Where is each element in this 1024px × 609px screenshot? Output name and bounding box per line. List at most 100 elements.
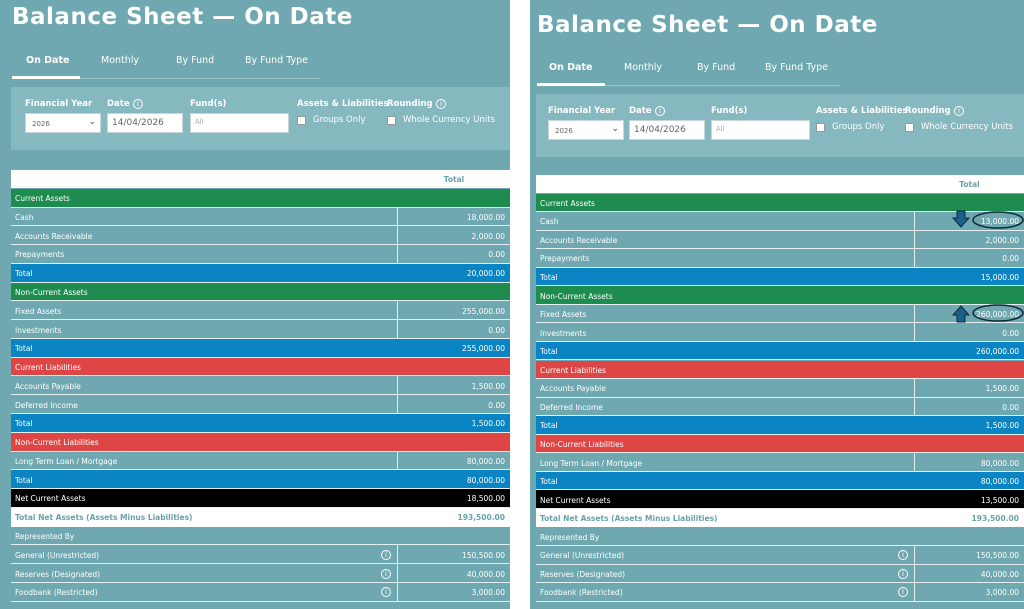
row-label: Non-Current Liabilities <box>540 439 624 449</box>
row-label: Reserves (Designated) <box>540 569 626 579</box>
info-icon[interactable]: i <box>898 568 908 579</box>
dropdown-caret: ⌄ <box>611 124 619 134</box>
year-select[interactable]: 2026 ⌄ <box>548 120 624 140</box>
info-icon[interactable]: i <box>898 550 908 561</box>
tab[interactable]: Monthly <box>624 62 663 73</box>
column-divider <box>397 395 398 414</box>
row-label: General (Unrestricted) <box>15 550 100 560</box>
column-divider <box>397 245 398 264</box>
info-icon[interactable]: i <box>381 587 391 598</box>
table-row: Total 1,500.00 <box>536 416 1024 435</box>
info-icon: i <box>655 106 665 116</box>
row-label: Accounts Receivable <box>540 235 618 245</box>
fund-select[interactable]: All <box>190 113 289 133</box>
column-divider <box>914 323 915 342</box>
table-row: Foodbank (Restricted) 3,000.00 i <box>11 582 510 602</box>
row-value: 0.00 <box>488 250 505 260</box>
table-row: Total 255,000.00 <box>11 338 510 358</box>
checkbox[interactable] <box>816 123 825 132</box>
checkbox-label: Whole Currency Units <box>403 115 496 125</box>
section-row: Represented By <box>11 526 510 546</box>
row-label: Represented By <box>15 532 75 541</box>
tab[interactable]: On Date <box>26 55 70 66</box>
input-value: All <box>195 118 204 126</box>
checkbox[interactable] <box>387 116 396 125</box>
row-value: 2,000.00 <box>985 235 1019 245</box>
column-divider <box>914 249 915 268</box>
row-value: 3,000.00 <box>471 588 505 598</box>
year-select[interactable]: 2026 ⌄ <box>25 113 101 133</box>
tab[interactable]: Monthly <box>101 55 140 66</box>
checkbox[interactable] <box>905 123 914 132</box>
filter-label: Assets & Liabilities <box>297 99 389 109</box>
row-label: Reserves (Designated) <box>15 569 101 579</box>
row-value: 80,000.00 <box>980 477 1019 487</box>
row-label: Accounts Payable <box>540 384 606 394</box>
column-divider <box>397 301 398 321</box>
column-divider <box>914 212 915 231</box>
row-label: Deferred Income <box>15 400 78 410</box>
row-label: Long Term Loan / Mortgage <box>15 456 118 466</box>
table-row: Total 15,000.00 <box>536 267 1024 287</box>
row-value: 40,000.00 <box>466 569 505 579</box>
column-divider <box>397 320 398 339</box>
tab[interactable]: By Fund <box>697 62 736 73</box>
tab[interactable]: On Date <box>549 62 593 73</box>
info-icon[interactable]: i <box>898 587 908 598</box>
tab-bar-line <box>537 85 840 86</box>
row-label: Cash <box>15 212 34 222</box>
table-header: Total <box>11 170 510 188</box>
row-value: 18,500.00 <box>466 494 505 504</box>
row-label: Total Net Assets (Assets Minus Liabiliti… <box>540 514 718 524</box>
table-row: Net Current Assets 18,500.00 <box>11 489 510 508</box>
info-icon[interactable]: i <box>381 568 391 579</box>
table-row: Non-Current Assets <box>11 282 510 302</box>
row-label: Fixed Assets <box>540 310 587 320</box>
row-value: 193,500.00 <box>457 513 505 523</box>
row-value: 80,000.00 <box>466 475 505 485</box>
row-label: General (Unrestricted) <box>540 551 625 561</box>
table-row: Fixed Assets 255,000.00 <box>11 301 510 321</box>
filter-label: Date <box>629 106 652 116</box>
info-icon: i <box>436 99 446 109</box>
section-row: Represented By <box>536 527 1024 546</box>
table-row: Prepayments 0.00 <box>11 245 510 264</box>
filter-label: Financial Year <box>25 99 93 109</box>
row-value: 20,000.00 <box>466 269 505 279</box>
row-value: 0.00 <box>1002 254 1019 264</box>
column-divider <box>397 207 398 227</box>
row-value: 0.00 <box>1002 328 1019 338</box>
column-divider <box>914 304 915 324</box>
row-value: 2,000.00 <box>471 231 505 241</box>
active-tab-underline <box>12 76 80 79</box>
row-label: Accounts Payable <box>15 381 81 391</box>
row-value: 80,000.00 <box>980 458 1019 468</box>
column-divider <box>397 582 398 602</box>
tab-bar-line <box>12 78 320 79</box>
panel: Balance Sheet — On Date On Date Monthly By … <box>0 0 510 609</box>
table-row: Deferred Income 0.00 <box>536 397 1024 417</box>
table-row: Cash 13,000.00 <box>536 212 1024 231</box>
info-icon[interactable]: i <box>381 549 391 560</box>
row-label: Total <box>15 269 33 279</box>
table-row: Long Term Loan / Mortgage 80,000.00 <box>11 451 510 471</box>
fund-select[interactable]: All <box>711 120 810 140</box>
column-divider <box>397 451 398 471</box>
row-value: 1,500.00 <box>985 421 1019 431</box>
tab[interactable]: By Fund Type <box>765 62 829 73</box>
checkbox[interactable] <box>297 116 306 125</box>
table-row: Prepayments 0.00 <box>536 249 1024 268</box>
tab[interactable]: By Fund <box>176 55 215 66</box>
tab[interactable]: By Fund Type <box>245 55 309 66</box>
date-input[interactable]: 14/04/2026 <box>107 113 183 133</box>
row-value: 0.00 <box>488 325 505 335</box>
row-label: Total <box>540 421 558 431</box>
date-input[interactable]: 14/04/2026 <box>629 120 705 140</box>
row-label: Prepayments <box>540 254 590 264</box>
table-row: Non-Current Liabilities <box>536 434 1024 454</box>
row-value: 40,000.00 <box>980 569 1019 579</box>
row-label: Total <box>15 475 33 485</box>
row-label: Foodbank (Restricted) <box>540 588 623 598</box>
row-value: 13,000.00 <box>980 217 1019 227</box>
